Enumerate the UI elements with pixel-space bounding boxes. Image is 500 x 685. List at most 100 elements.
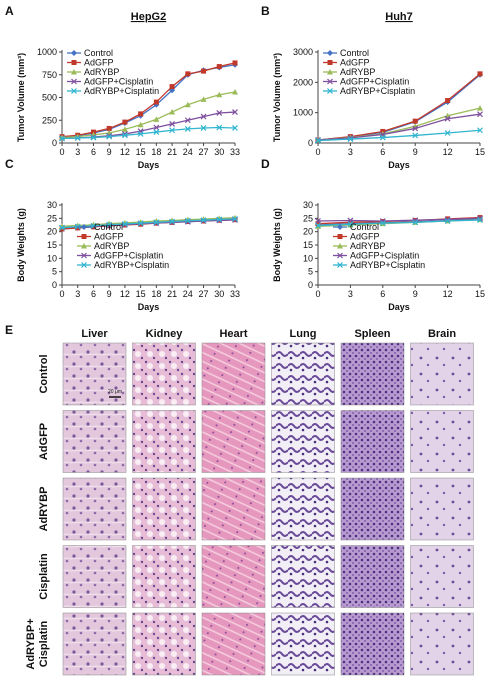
histology-image xyxy=(132,477,196,541)
histology-image xyxy=(132,410,196,473)
histology-image xyxy=(271,342,335,406)
legend-marker xyxy=(337,224,343,230)
y-tick-label: 2000 xyxy=(293,77,313,87)
marker xyxy=(232,89,238,95)
scale-bar-label: 20 μm xyxy=(108,389,122,395)
histology-image xyxy=(271,545,335,608)
legend-label: AdGFP+Cisplatin xyxy=(350,251,419,261)
marker xyxy=(477,105,483,111)
column-header: Brain xyxy=(428,328,456,340)
histology-image xyxy=(410,545,474,608)
column-header: Heart xyxy=(219,328,247,340)
legend-label: AdRYBP xyxy=(350,241,385,251)
legend-label: AdRYBP xyxy=(340,67,375,77)
legend-marker xyxy=(327,50,333,56)
x-axis-label: Days xyxy=(138,302,160,312)
x-tick-label: 15 xyxy=(136,147,146,157)
legend-label: AdGFP xyxy=(94,232,124,242)
x-tick-label: 3 xyxy=(348,147,353,157)
series-line xyxy=(61,126,236,140)
histology-image xyxy=(62,612,127,676)
legend-marker xyxy=(81,234,87,239)
marker xyxy=(232,215,238,222)
marker xyxy=(412,118,418,124)
row-label: AdGFP xyxy=(38,423,50,460)
marker xyxy=(216,124,223,131)
marker xyxy=(200,96,207,102)
y-axis-label: Body Weights (g) xyxy=(16,208,26,282)
x-tick-label: 6 xyxy=(380,289,385,299)
marker xyxy=(445,98,451,104)
y-tick-label: 1000 xyxy=(293,108,313,118)
line-chart: D 0 5 10 15 20 25 30 0 3 6 9 12 15 Days Body Weights (g… xyxy=(261,157,485,312)
series-line xyxy=(317,219,481,227)
legend-marker xyxy=(81,262,87,268)
panel-letter: D xyxy=(261,157,270,171)
histology-image xyxy=(340,612,405,676)
panel-letter: E xyxy=(5,323,13,337)
legend-label: AdRYBP xyxy=(94,241,129,251)
marker xyxy=(412,132,419,139)
line-chart: B Huh7 0 1000 2000 3000 0 3 6 9 12 15 Days Tumor Volu… xyxy=(261,4,485,170)
series-line xyxy=(61,217,236,227)
row-label: Cisplatin xyxy=(38,620,50,667)
column-header: Kidney xyxy=(146,328,184,340)
series-line xyxy=(317,217,481,222)
marker xyxy=(379,220,386,227)
x-tick-label: 3 xyxy=(348,289,353,299)
x-tick-label: 33 xyxy=(230,147,240,157)
legend-marker xyxy=(337,262,343,268)
marker xyxy=(122,119,128,125)
histology-image xyxy=(271,612,335,676)
legend-marker xyxy=(81,224,87,230)
x-tick-label: 18 xyxy=(151,147,161,157)
x-tick-label: 9 xyxy=(413,289,418,299)
marker xyxy=(477,71,483,77)
histology-image xyxy=(62,342,127,406)
series-line xyxy=(317,107,481,141)
x-axis-label: Days xyxy=(388,160,410,170)
legend-marker xyxy=(71,50,77,56)
y-tick-label: 5 xyxy=(52,267,57,277)
line-chart: A HepG2 0 250 500 750 1000 0 3 6 9 12 15 18 21 24 27 30 33… xyxy=(5,4,240,170)
legend-marker xyxy=(337,252,343,259)
marker xyxy=(106,221,113,228)
histology-image xyxy=(340,545,405,608)
marker xyxy=(201,68,207,74)
series-line xyxy=(61,218,236,229)
y-tick-label: 1000 xyxy=(37,47,57,57)
marker xyxy=(90,134,97,141)
marker xyxy=(347,136,354,142)
marker xyxy=(121,126,128,132)
x-tick-label: 18 xyxy=(151,289,161,299)
histology-image xyxy=(340,342,405,406)
marker xyxy=(169,109,176,115)
x-tick-label: 21 xyxy=(167,147,177,157)
marker xyxy=(59,226,65,232)
legend-marker xyxy=(71,69,77,75)
histology-image xyxy=(62,410,127,473)
marker xyxy=(184,217,191,224)
x-tick-label: 12 xyxy=(120,147,130,157)
histology-image xyxy=(340,410,405,473)
x-tick-label: 33 xyxy=(230,289,240,299)
y-tick-label: 0 xyxy=(52,138,57,148)
histology-image xyxy=(132,612,196,676)
x-tick-label: 0 xyxy=(315,289,320,299)
y-tick-label: 10 xyxy=(303,253,313,263)
panel-letter: B xyxy=(261,4,270,18)
marker xyxy=(216,64,222,70)
x-tick-label: 12 xyxy=(120,289,130,299)
x-tick-label: 0 xyxy=(59,289,64,299)
x-tick-label: 6 xyxy=(91,289,96,299)
marker xyxy=(106,125,112,131)
marker xyxy=(169,127,176,134)
panel-letter: A xyxy=(5,4,14,18)
legend-marker xyxy=(327,88,333,94)
marker xyxy=(184,101,191,108)
y-tick-label: 20 xyxy=(303,227,313,237)
marker xyxy=(477,217,483,223)
row-label: AdRYBP+ xyxy=(25,618,37,669)
chart-title: Huh7 xyxy=(385,11,413,23)
